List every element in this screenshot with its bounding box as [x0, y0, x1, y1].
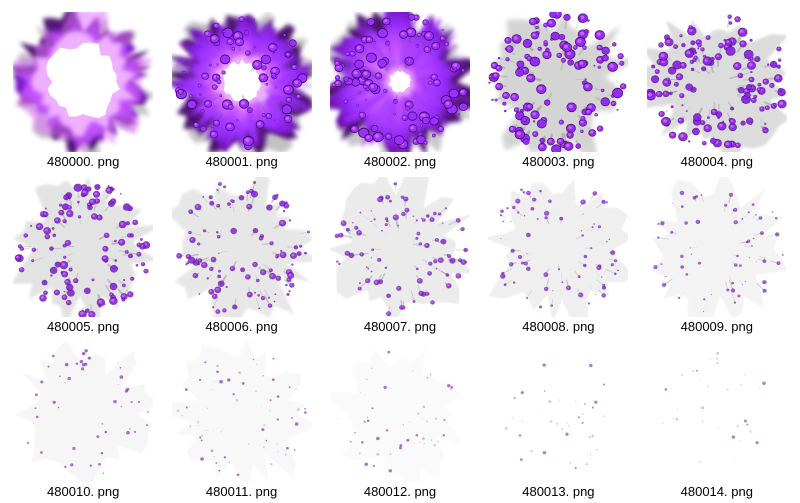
explosion-sprite — [488, 342, 628, 482]
explosion-svg-11 — [172, 342, 312, 482]
explosion-sprite — [488, 177, 628, 317]
sprite-cell: 480014. png — [642, 338, 792, 499]
explosion-svg-3 — [488, 12, 628, 152]
sprite-cell: 480012. png — [325, 338, 475, 499]
file-label: 480009. png — [681, 319, 753, 334]
sprite-cell: 480006. png — [166, 173, 316, 334]
explosion-sprite — [13, 342, 153, 482]
file-label: 480004. png — [681, 154, 753, 169]
explosion-svg-5 — [13, 177, 153, 317]
file-label: 480006. png — [205, 319, 277, 334]
sprite-cell: 480009. png — [642, 173, 792, 334]
explosion-sprite — [172, 12, 312, 152]
file-label: 480010. png — [47, 484, 119, 499]
sprite-cell: 480001. png — [166, 8, 316, 169]
sprite-cell: 480005. png — [8, 173, 158, 334]
sprite-cell: 480002. png — [325, 8, 475, 169]
explosion-sprite — [330, 342, 470, 482]
explosion-sprite — [13, 12, 153, 152]
file-label: 480005. png — [47, 319, 119, 334]
sprite-cell: 480011. png — [166, 338, 316, 499]
file-label: 480001. png — [205, 154, 277, 169]
file-label: 480000. png — [47, 154, 119, 169]
file-label: 480007. png — [364, 319, 436, 334]
explosion-sprite — [172, 177, 312, 317]
explosion-svg-9 — [647, 177, 787, 317]
explosion-sprite — [647, 342, 787, 482]
explosion-sprite — [647, 177, 787, 317]
sprite-cell: 480008. png — [483, 173, 633, 334]
file-label: 480008. png — [522, 319, 594, 334]
explosion-svg-0 — [13, 12, 153, 152]
explosion-svg-14 — [647, 342, 787, 482]
explosion-svg-12 — [330, 342, 470, 482]
file-label: 480013. png — [522, 484, 594, 499]
sprite-cell: 480013. png — [483, 338, 633, 499]
explosion-svg-1 — [172, 12, 312, 152]
file-label: 480011. png — [206, 484, 277, 499]
file-label: 480012. png — [364, 484, 436, 499]
explosion-svg-10 — [13, 342, 153, 482]
explosion-sprite — [647, 12, 787, 152]
sprite-cell: 480003. png — [483, 8, 633, 169]
sprite-cell: 480000. png — [8, 8, 158, 169]
file-label: 480014. png — [681, 484, 753, 499]
file-label: 480002. png — [364, 154, 436, 169]
explosion-sprite — [172, 342, 312, 482]
explosion-svg-8 — [488, 177, 628, 317]
explosion-sprite — [488, 12, 628, 152]
explosion-sprite — [330, 177, 470, 317]
explosion-svg-2 — [330, 12, 470, 152]
sprite-cell: 480007. png — [325, 173, 475, 334]
explosion-svg-7 — [330, 177, 470, 317]
explosion-svg-4 — [647, 12, 787, 152]
explosion-sprite — [13, 177, 153, 317]
sprite-cell: 480004. png — [642, 8, 792, 169]
explosion-sprite — [330, 12, 470, 152]
explosion-svg-6 — [172, 177, 312, 317]
sprite-grid: 480000. png 480001. png 480002. png 4800… — [0, 0, 800, 503]
file-label: 480003. png — [522, 154, 594, 169]
explosion-svg-13 — [488, 342, 628, 482]
sprite-cell: 480010. png — [8, 338, 158, 499]
